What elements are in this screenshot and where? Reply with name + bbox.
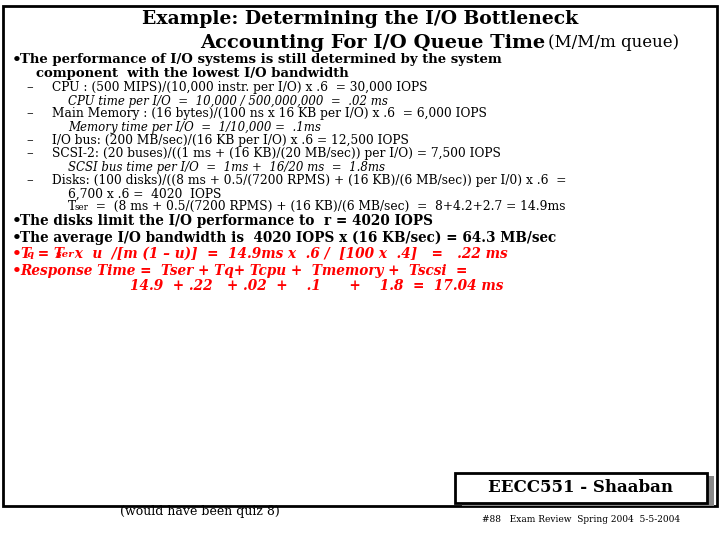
Text: 6,700 x .6 =  4020  IOPS: 6,700 x .6 = 4020 IOPS xyxy=(68,187,221,200)
Text: #88   Exam Review  Spring 2004  5-5-2004: #88 Exam Review Spring 2004 5-5-2004 xyxy=(482,515,680,524)
Text: (would have been quiz 8): (would have been quiz 8) xyxy=(120,505,280,518)
Text: SCSI bus time per I/O  =  1ms +  16/20 ms  =  1.8ms: SCSI bus time per I/O = 1ms + 16/20 ms =… xyxy=(68,161,385,174)
Text: ser: ser xyxy=(56,250,73,259)
Text: •: • xyxy=(12,53,22,67)
Text: I/O bus: (200 MB/sec)/(16 KB per I/O) x .6 = 12,500 IOPS: I/O bus: (200 MB/sec)/(16 KB per I/O) x … xyxy=(52,134,409,147)
Text: –: – xyxy=(26,147,32,160)
Text: Example: Determining the I/O Bottleneck: Example: Determining the I/O Bottleneck xyxy=(142,10,578,28)
Text: The average I/O bandwidth is  4020 IOPS x (16 KB/sec) = 64.3 MB/sec: The average I/O bandwidth is 4020 IOPS x… xyxy=(20,231,557,245)
Text: The disks limit the I/O performance to  r = 4020 IOPS: The disks limit the I/O performance to r… xyxy=(20,214,433,228)
Text: ser: ser xyxy=(74,203,89,212)
Text: •: • xyxy=(12,264,22,278)
Text: The performance of I/O systems is still determined by the system: The performance of I/O systems is still … xyxy=(20,53,502,66)
Text: CPU : (500 MIPS)/(10,000 instr. per I/O) x .6  = 30,000 IOPS: CPU : (500 MIPS)/(10,000 instr. per I/O)… xyxy=(52,81,428,94)
Text: •: • xyxy=(12,247,22,261)
Text: –: – xyxy=(26,134,32,147)
Text: = T: = T xyxy=(33,247,64,261)
Text: Accounting For I/O Queue Time: Accounting For I/O Queue Time xyxy=(200,34,552,52)
Text: CPU time per I/O  =  10,000 / 500,000,000  =  .02 ms: CPU time per I/O = 10,000 / 500,000,000 … xyxy=(68,94,388,107)
Text: –: – xyxy=(26,81,32,94)
Text: Disks: (100 disks)/((8 ms + 0.5/(7200 RPMS) + (16 KB)/(6 MB/sec)) per I/0) x .6 : Disks: (100 disks)/((8 ms + 0.5/(7200 RP… xyxy=(52,174,567,187)
Text: q: q xyxy=(27,250,34,259)
Text: =  (8 ms + 0.5/(7200 RPMS) + (16 KB)/(6 MB/sec)  =  8+4.2+2.7 = 14.9ms: = (8 ms + 0.5/(7200 RPMS) + (16 KB)/(6 M… xyxy=(88,200,565,213)
Text: EECC551 - Shaaban: EECC551 - Shaaban xyxy=(488,480,673,496)
Text: x  u  /[m (1 – u)]  =  14.9ms x  .6 /  [100 x  .4]   =   .22 ms: x u /[m (1 – u)] = 14.9ms x .6 / [100 x … xyxy=(70,247,508,261)
Text: •: • xyxy=(12,214,22,228)
Bar xyxy=(462,476,714,506)
Text: SCSI-2: (20 buses)/((1 ms + (16 KB)/(20 MB/sec)) per I/O) = 7,500 IOPS: SCSI-2: (20 buses)/((1 ms + (16 KB)/(20 … xyxy=(52,147,501,160)
Text: T: T xyxy=(20,247,30,261)
Text: Response Time =  Tser + Tq+ Tcpu +  Tmemory +  Tscsi  =: Response Time = Tser + Tq+ Tcpu + Tmemor… xyxy=(20,264,467,278)
Text: 14.9  + .22   + .02  +    .1      +    1.8  =  17.04 ms: 14.9 + .22 + .02 + .1 + 1.8 = 17.04 ms xyxy=(130,279,503,293)
Bar xyxy=(455,473,707,503)
Text: •: • xyxy=(12,231,22,245)
Text: (M/M/m queue): (M/M/m queue) xyxy=(548,34,679,51)
Text: T: T xyxy=(68,200,76,213)
Text: –: – xyxy=(26,174,32,187)
Text: Main Memory : (16 bytes)/(100 ns x 16 KB per I/O) x .6  = 6,000 IOPS: Main Memory : (16 bytes)/(100 ns x 16 KB… xyxy=(52,107,487,120)
Text: –: – xyxy=(26,107,32,120)
Text: Memory time per I/O  =  1/10,000 =  .1ms: Memory time per I/O = 1/10,000 = .1ms xyxy=(68,121,321,134)
Text: component  with the lowest I/O bandwidth: component with the lowest I/O bandwidth xyxy=(36,67,348,80)
